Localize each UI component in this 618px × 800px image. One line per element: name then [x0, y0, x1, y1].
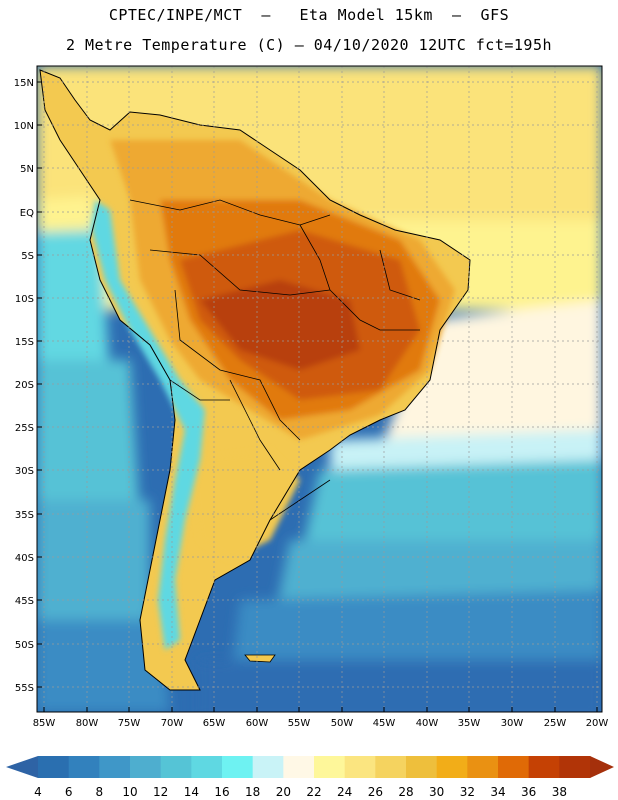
- longitude-label: 80W: [76, 718, 99, 729]
- colorbar-label: 8: [96, 785, 104, 799]
- colorbar-label: 22: [306, 785, 321, 799]
- colorbar-swatch: [252, 756, 284, 778]
- latitude-label: 5N: [20, 164, 34, 175]
- colorbar-label: 16: [214, 785, 229, 799]
- latitude-label: 20S: [15, 380, 34, 391]
- latitude-label: EQ: [20, 208, 34, 219]
- colorbar-swatch: [160, 756, 192, 778]
- colorbar-label: 36: [521, 785, 536, 799]
- latitude-label: 40S: [15, 553, 34, 564]
- longitude-label: 75W: [118, 718, 141, 729]
- colorbar-swatch: [344, 756, 376, 778]
- coastline: [39, 69, 471, 691]
- latitude-label: 10N: [14, 121, 34, 132]
- latitude-label: 45S: [15, 596, 34, 607]
- longitude-label: 70W: [161, 718, 184, 729]
- colorbar-swatch: [375, 756, 407, 778]
- colorbar-label: 18: [245, 785, 260, 799]
- colorbar-swatch: [498, 756, 530, 778]
- longitude-label: 25W: [544, 718, 567, 729]
- colorbar-label: 14: [184, 785, 199, 799]
- map-frame: [36, 65, 603, 713]
- latitude-label: 50S: [15, 640, 34, 651]
- longitude-label: 40W: [416, 718, 439, 729]
- longitude-label: 20W: [586, 718, 609, 729]
- latitude-label: 5S: [21, 251, 34, 262]
- colorbar-swatch: [528, 756, 560, 778]
- colorbar-swatch: [222, 756, 254, 778]
- colorbar-label: 34: [490, 785, 505, 799]
- colorbar-swatch: [38, 756, 70, 778]
- colorbar-label: 6: [65, 785, 73, 799]
- axis-labels: 15N 10N 5N EQ 5S 10S 15S 20S 25S 30S 35S 40S 45S 50S 5…: [14, 78, 609, 729]
- longitude-label: 85W: [33, 718, 56, 729]
- latitude-label: 30S: [15, 466, 34, 477]
- colorbar-swatch: [130, 756, 162, 778]
- colorbar-swatch: [467, 756, 499, 778]
- country-borders: [129, 199, 421, 521]
- colorbar-label: 38: [552, 785, 567, 799]
- latitude-label: 35S: [15, 510, 34, 521]
- colorbar-label: 4: [34, 785, 42, 799]
- colorbar-swatch: [559, 756, 591, 778]
- longitude-label: 55W: [288, 718, 311, 729]
- longitude-label: 50W: [331, 718, 354, 729]
- south-america-landmass: [39, 69, 471, 691]
- map-field: [37, 66, 602, 712]
- longitude-label: 35W: [458, 718, 481, 729]
- colorbar-swatch: [406, 756, 438, 778]
- longitude-label: 60W: [246, 718, 269, 729]
- colorbar-swatch: [99, 756, 131, 778]
- colorbar-label: 26: [368, 785, 383, 799]
- colorbar-label: 24: [337, 785, 352, 799]
- colorbar-swatch: [314, 756, 346, 778]
- colorbar: 4 6 8 10 12 14 16 18 20 22 24 26 28 30 32 34 36 38: [6, 756, 614, 799]
- colorbar-label: 10: [122, 785, 137, 799]
- colorbar-max-arrow: [590, 756, 614, 778]
- longitude-label: 65W: [203, 718, 226, 729]
- colorbar-label: 20: [276, 785, 291, 799]
- latitude-label: 10S: [15, 294, 34, 305]
- falkland-islands: [244, 654, 276, 663]
- chart-title-line1: CPTEC/INPE/MCT – Eta Model 15km – GFS: [108, 6, 510, 24]
- colorbar-swatch: [283, 756, 315, 778]
- longitude-label: 45W: [373, 718, 396, 729]
- latitude-label: 55S: [15, 683, 34, 694]
- longitude-label: 30W: [501, 718, 524, 729]
- graticule: [37, 66, 602, 712]
- colorbar-swatch: [191, 756, 223, 778]
- colorbar-swatch: [436, 756, 468, 778]
- latitude-label: 15S: [15, 337, 34, 348]
- colorbar-label: 30: [429, 785, 444, 799]
- colorbar-label: 32: [460, 785, 475, 799]
- colorbar-min-arrow: [6, 756, 38, 778]
- colorbar-swatch: [68, 756, 100, 778]
- chart-title-line2: 2 Metre Temperature (C) – 04/10/2020 12U…: [65, 36, 553, 54]
- colorbar-label: 12: [153, 785, 168, 799]
- latitude-label: 15N: [14, 78, 34, 89]
- latitude-label: 25S: [15, 423, 34, 434]
- colorbar-label: 28: [398, 785, 413, 799]
